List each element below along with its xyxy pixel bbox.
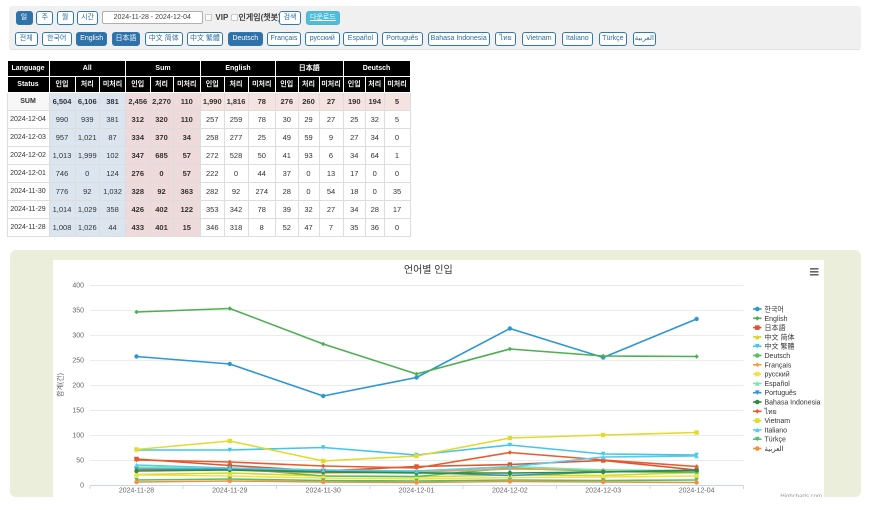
svg-text:0: 0: [80, 483, 84, 490]
svg-text:Deutsch: Deutsch: [765, 353, 791, 360]
svg-text:2024-12-04: 2024-12-04: [679, 487, 715, 494]
svg-text:Français: Français: [765, 362, 792, 369]
svg-text:中文 简体: 中文 简体: [765, 332, 795, 341]
svg-text:Español: Español: [765, 381, 791, 388]
svg-text:한국어: 한국어: [765, 305, 784, 314]
svg-text:Italiano: Italiano: [765, 427, 788, 434]
svg-text:中文 繁體: 中文 繁體: [765, 342, 795, 351]
svg-text:200: 200: [72, 383, 84, 390]
svg-text:2024-11-29: 2024-11-29: [212, 487, 247, 494]
svg-text:2024-12-03: 2024-12-03: [585, 487, 621, 494]
svg-text:ไทย: ไทย: [764, 407, 777, 416]
svg-text:Türkçe: Türkçe: [765, 437, 787, 444]
svg-text:2024-12-01: 2024-12-01: [399, 487, 435, 494]
svg-text:100: 100: [72, 433, 84, 440]
svg-text:Bahasa Indonesia: Bahasa Indonesia: [765, 400, 821, 407]
svg-text:50: 50: [76, 458, 84, 465]
svg-text:2024-11-28: 2024-11-28: [119, 487, 154, 494]
svg-text:언어별 인입: 언어별 인입: [404, 263, 453, 276]
svg-text:日本語: 日本語: [765, 323, 786, 332]
svg-text:400: 400: [72, 283, 84, 290]
svg-text:العربية: العربية: [765, 445, 784, 453]
svg-text:2024-11-30: 2024-11-30: [306, 487, 341, 494]
svg-text:Português: Português: [765, 390, 797, 397]
svg-text:합계(건): 합계(건): [56, 373, 65, 397]
svg-text:2024-12-02: 2024-12-02: [492, 487, 528, 494]
svg-text:English: English: [765, 316, 788, 323]
svg-text:русский: русский: [765, 371, 790, 379]
svg-text:Highcharts.com: Highcharts.com: [780, 494, 822, 497]
svg-text:350: 350: [72, 308, 84, 315]
svg-text:300: 300: [72, 333, 84, 340]
svg-text:Vietnam: Vietnam: [765, 418, 791, 425]
svg-text:150: 150: [72, 408, 84, 415]
svg-text:250: 250: [72, 358, 84, 365]
